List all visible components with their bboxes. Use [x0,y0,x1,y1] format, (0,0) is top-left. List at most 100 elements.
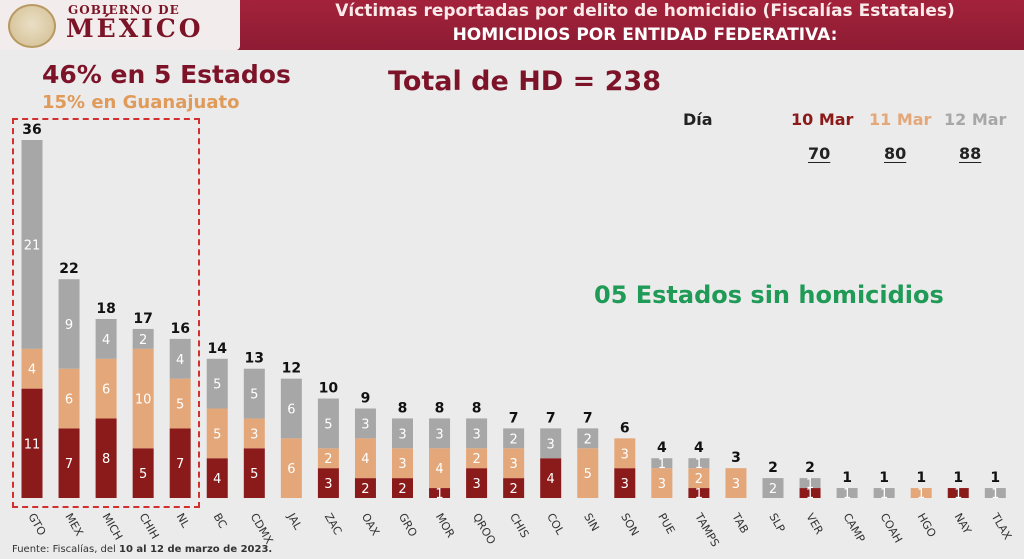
segment-label-gto-3: 21 [24,238,41,253]
segment-label-chih-2: 10 [135,393,152,408]
bar-segment-tamps-3 [688,458,710,469]
segment-label-nl-3: 4 [176,353,184,368]
bar-segment-mor-1 [429,488,451,498]
segment-label-gto-1: 11 [24,437,41,452]
bar-segment-mor-3 [429,418,451,449]
bar-total-gto: 36 [22,122,41,138]
bar-segment-mor-2 [429,448,451,489]
x-tick-camp: CAMP [841,511,868,545]
sub-highlight-stat: 15% en Guanajuato [42,92,240,113]
bar-segment-mich-2 [95,358,117,419]
segment-label-sin-2: 5 [584,467,592,482]
segment-label-oax-2: 4 [361,452,369,467]
header-bar: GOBIERNO DE MÉXICO Víctimas reportadas p… [0,0,1024,50]
bar-segment-nl-2 [169,378,191,429]
bar-total-zac: 10 [319,381,339,397]
bar-total-tab: 3 [731,450,741,466]
bar-total-mich: 18 [96,301,115,317]
x-tick-mex: MEX [62,511,85,539]
bar-segment-son-1 [614,468,636,498]
bar-total-chih: 17 [133,311,152,327]
bar-segment-oax-3 [354,408,376,439]
bar-segment-ver-3 [799,478,821,489]
bar-segment-bc-3 [206,358,228,409]
day-12-label: 12 Mar [944,110,1007,129]
day-header: Día [683,110,713,129]
bar-segment-cdmx-1 [243,448,265,498]
bar-total-chis: 7 [509,410,519,426]
segment-label-tamps-1: 1 [695,487,703,502]
x-tick-pue: PUE [655,511,677,536]
x-tick-nl: NL [174,511,193,531]
bar-segment-col-3 [540,428,562,459]
bar-segment-cdmx-2 [243,418,265,449]
x-tick-tlax: TLAX [988,510,1014,542]
segment-label-mor-2: 4 [435,462,443,477]
x-tick-slp: SLP [766,511,787,535]
bar-segment-tamps-2 [688,468,710,489]
bar-segment-ver-1 [799,488,821,498]
bar-segment-tlax-3 [984,488,1006,498]
x-tick-cdmx: CDMX [248,511,276,547]
bar-segment-hgo-2 [910,488,932,498]
segment-label-camp-3: 1 [843,487,851,502]
x-tick-chis: CHIS [507,511,531,540]
segment-label-chis-1: 2 [510,482,518,497]
segment-label-gto-2: 4 [28,363,36,378]
bar-total-nl: 16 [170,321,189,337]
bar-segment-pue-2 [651,468,673,498]
page-subtitle: HOMICIDIOS POR ENTIDAD FEDERATIVA: [452,25,838,45]
segment-label-hgo-2: 1 [917,487,925,502]
segment-label-chis-3: 2 [510,432,518,447]
segment-label-qroo-2: 2 [472,452,480,467]
segment-label-oax-1: 2 [361,482,369,497]
bar-segment-tab-2 [725,468,747,498]
segment-label-gro-2: 3 [398,457,406,472]
source-note: Fuente: Fiscalías, del 10 al 12 de marzo… [12,544,272,555]
segment-label-cdmx-2: 3 [250,427,258,442]
bar-total-nay: 1 [953,470,963,486]
bar-total-mor: 8 [435,400,445,416]
bar-segment-mex-3 [58,279,80,369]
bar-segment-qroo-3 [466,418,488,449]
segment-label-son-1: 3 [621,477,629,492]
segment-label-jal-3: 6 [287,403,295,418]
x-tick-oax: OAX [359,511,382,538]
segment-label-cdmx-3: 5 [250,388,258,403]
bar-segment-chis-1 [503,478,525,498]
logo-small-text: GOBIERNO DE [68,3,180,17]
segment-label-qroo-3: 3 [472,427,480,442]
day-12-value: 88 [959,144,982,163]
no-homicides-stat: 05 Estados sin homicidios [594,281,944,309]
segment-label-mex-2: 6 [65,393,73,408]
x-tick-col: COL [544,511,567,538]
segment-label-bc-3: 5 [213,378,221,393]
bar-segment-zac-1 [317,468,339,498]
segment-label-zac-1: 3 [324,477,332,492]
bar-total-tlax: 1 [990,470,1000,486]
day-11-label: 11 Mar [869,110,932,129]
bar-segment-zac-2 [317,448,339,469]
segment-label-pue-3: 1 [658,457,666,472]
x-tick-tamps: TAMPS [692,510,722,549]
bar-total-tamps: 4 [694,440,704,456]
day-10-value: 70 [808,144,831,163]
day-10-label: 10 Mar [791,110,854,129]
segment-label-mex-3: 9 [65,318,73,333]
bar-total-cdmx: 13 [245,351,264,367]
bar-total-qroo: 8 [472,400,482,416]
segment-label-gro-3: 3 [398,427,406,442]
x-tick-tab: TAB [729,510,751,535]
bar-segment-slp-3 [762,478,784,498]
x-tick-hgo: HGO [915,511,939,540]
source-prefix: Fuente: Fiscalías, del [12,544,116,555]
segment-label-coah-3: 1 [880,487,888,502]
x-tick-ver: VER [803,511,825,537]
bar-segment-chis-3 [503,428,525,449]
bar-total-jal: 12 [282,361,301,377]
total-stat: Total de HD = 238 [388,66,661,97]
bar-total-ver: 2 [805,460,815,476]
segment-label-nl-2: 5 [176,398,184,413]
segment-label-tamps-3: 1 [695,457,703,472]
bar-segment-oax-1 [354,478,376,498]
